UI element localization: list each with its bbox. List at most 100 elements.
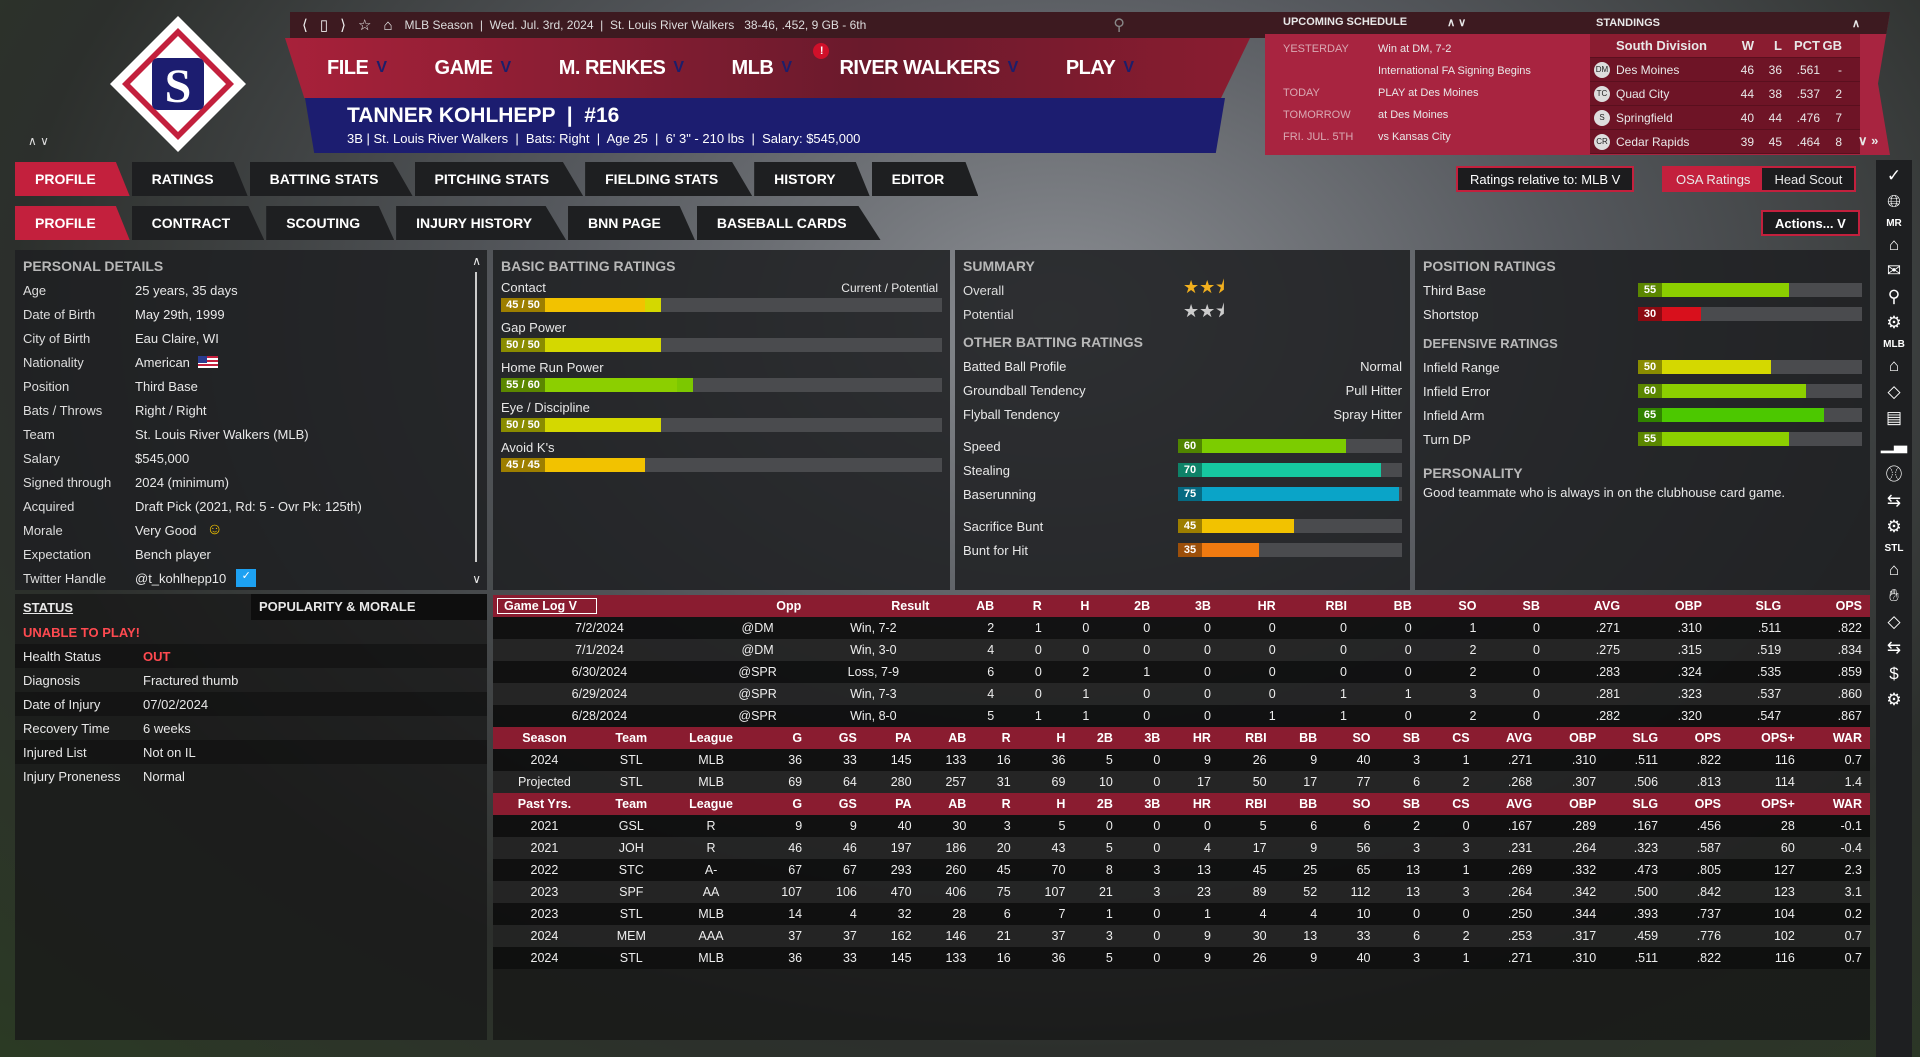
tab-popularity-morale[interactable]: POPULARITY & MORALE [251,594,487,620]
column-header[interactable]: 2B [1073,727,1121,749]
card-icon[interactable]: ▤ [1885,408,1903,427]
column-header[interactable]: WAR [1802,727,1870,749]
head-scout-button[interactable]: Head Scout [1762,168,1855,190]
back-icon[interactable]: ⟨ [302,17,308,34]
standings-scroll-up[interactable]: ∧ [1851,18,1860,30]
table-row[interactable]: 2024 MEM AAA 37 37 162 146 21 37 3 0 9 30 13 33 6 2.253.… [493,925,1870,947]
column-header[interactable]: League [666,727,756,749]
column-header[interactable]: WAR [1802,793,1870,815]
scroll-down-icon[interactable]: ∨ [472,572,481,586]
actions-dropdown[interactable]: Actions... V [1761,210,1860,236]
column-header[interactable]: H [1018,727,1074,749]
subtab-scouting[interactable]: SCOUTING [266,206,395,240]
table-row[interactable]: 2024 STL MLB 36 33 145 133 16 36 5 0 9 26 9 40 3 1.271.3… [493,947,1870,969]
scroll-up-icon[interactable]: ∧ [472,254,481,268]
column-header[interactable]: SO [1325,727,1379,749]
nav-file[interactable]: FILE V [327,57,387,80]
column-header[interactable]: AB [937,595,1003,617]
subtab-injury-history[interactable]: INJURY HISTORY [396,206,567,240]
schedule-row[interactable]: FRI. JUL. 5TH vs Kansas City [1265,126,1595,148]
standings-row[interactable]: CR Cedar Rapids 39 45 .464 8 [1590,130,1860,154]
column-header[interactable]: OPS+ [1729,793,1803,815]
column-header[interactable]: 3B [1120,727,1169,749]
mail-icon[interactable]: ✉ [1886,261,1902,280]
schedule-scroll-arrows[interactable]: ∧ ∨ [1447,17,1467,29]
column-header[interactable]: SB [1378,793,1429,815]
column-header[interactable]: BB [1274,727,1326,749]
schedule-row[interactable]: TOMORROW at Des Moines [1265,104,1595,126]
tab-fielding-stats[interactable]: FIELDING STATS [585,162,753,196]
detail-value[interactable]: @t_kohlhepp10 [135,570,227,586]
column-header[interactable]: AVG [1547,595,1629,617]
column-header[interactable]: G [755,793,811,815]
table-row[interactable]: 2021 JOH R 46 46 197 186 20 43 5 0 4 17 9 56 3 3.231.264… [493,837,1870,859]
column-header[interactable]: 3B [1158,595,1219,617]
column-header[interactable]: AVG [1477,727,1541,749]
column-header[interactable]: League [666,793,756,815]
gear-icon[interactable]: ⚙ [1886,313,1902,332]
scrollbar[interactable] [475,272,477,562]
column-header[interactable]: RBI [1218,727,1275,749]
column-header[interactable]: G [755,727,811,749]
subtab-bnn-page[interactable]: BNN PAGE [568,206,695,240]
column-header[interactable]: SO [1419,595,1485,617]
column-header[interactable]: SO [1325,793,1379,815]
standings-row[interactable]: S Springfield 40 44 .476 7 [1590,106,1860,130]
column-header[interactable]: BB [1355,595,1420,617]
column-header[interactable]: SLG [1709,595,1790,617]
column-header[interactable]: R [974,793,1019,815]
table-row[interactable]: 2021 GSL R 9 9 40 30 3 5 0 0 0 5 6 6 2 0.167.289.167.456… [493,815,1870,837]
diamond-icon[interactable]: ◇ [1887,612,1901,631]
table-row[interactable]: 7/2/2024 @DM Win, 7-2 2 1 0 0 0 0 0 0 1 0.271.310.51… [493,617,1870,639]
dollar-icon[interactable]: $ [1889,664,1899,683]
column-header[interactable]: OPS [1666,793,1730,815]
baseball-icon[interactable]: ⚾︎ [1885,465,1903,484]
expand-standings-icon[interactable]: ∨ » [1858,133,1879,148]
table-row[interactable]: 2023 SPF AA 107 106 470 406 75 107 21 3 23 89 52 112 13… [493,881,1870,903]
column-header[interactable]: RBI [1218,793,1275,815]
tab-history[interactable]: HISTORY [754,162,870,196]
gear-icon[interactable]: ⚙ [1886,517,1902,536]
column-header[interactable]: Opp [705,595,810,617]
table-row[interactable]: 7/1/2024 @DM Win, 3-0 4 0 0 0 0 0 0 0 2 0.275.315.51… [493,639,1870,661]
home-icon[interactable]: ⌂ [383,16,393,34]
home-icon[interactable]: ⌂ [1888,235,1900,254]
column-header[interactable]: AB [919,793,975,815]
column-header[interactable]: H [1049,595,1098,617]
trade-icon[interactable]: ⇆ [1886,491,1902,510]
column-header[interactable]: SB [1378,727,1429,749]
column-header[interactable]: R [1002,595,1050,617]
column-header[interactable]: SB [1484,595,1548,617]
home-icon[interactable]: ⌂ [1888,356,1900,375]
trade-icon[interactable]: ⇆ [1886,638,1902,657]
column-header[interactable]: Past Yrs. [493,793,596,815]
table-row[interactable]: 2023 STL MLB 14 4 32 28 6 7 1 0 1 4 4 10 0 0.250.344.393… [493,903,1870,925]
column-header[interactable]: 2B [1073,793,1121,815]
column-header[interactable]: PA [864,793,920,815]
column-header[interactable]: 3B [1120,793,1169,815]
tab-ratings[interactable]: RATINGS [131,162,248,196]
column-header[interactable]: SLG [1604,727,1667,749]
column-header[interactable]: Team [595,793,667,815]
tab-batting-stats[interactable]: BATTING STATS [249,162,413,196]
game-log-select[interactable]: Game Log V [497,598,597,614]
subtab-baseball-cards[interactable]: BASEBALL CARDS [696,206,881,240]
column-header[interactable]: SLG [1604,793,1667,815]
diamond-icon[interactable]: ◇ [1887,382,1901,401]
tab-profile[interactable]: PROFILE [15,162,130,196]
nav-river-walkers[interactable]: RIVER WALKERS V [839,57,1018,80]
column-header[interactable]: AVG [1477,793,1541,815]
table-row[interactable]: 6/28/2024 @SPR Win, 8-0 5 1 1 0 0 1 1 0 2 0.282.320.… [493,705,1870,727]
nav-m-renkes[interactable]: M. RENKES V [559,57,684,80]
table-row[interactable]: 2022 STC A- 67 67 293 260 45 70 8 3 13 45 25 65 13 1.269… [493,859,1870,881]
twitter-icon[interactable]: ✓ [236,569,257,587]
column-header[interactable]: 2B [1097,595,1159,617]
column-header[interactable]: HR [1168,727,1219,749]
column-header[interactable]: AB [919,727,975,749]
star-icon[interactable]: ☆ [357,17,372,34]
osa-ratings-button[interactable]: OSA Ratings [1664,168,1763,190]
column-header[interactable]: HR [1168,793,1219,815]
gear-icon[interactable]: ⚙ [1886,690,1902,709]
column-header[interactable]: OBP [1540,793,1605,815]
column-header[interactable]: CS [1428,793,1478,815]
